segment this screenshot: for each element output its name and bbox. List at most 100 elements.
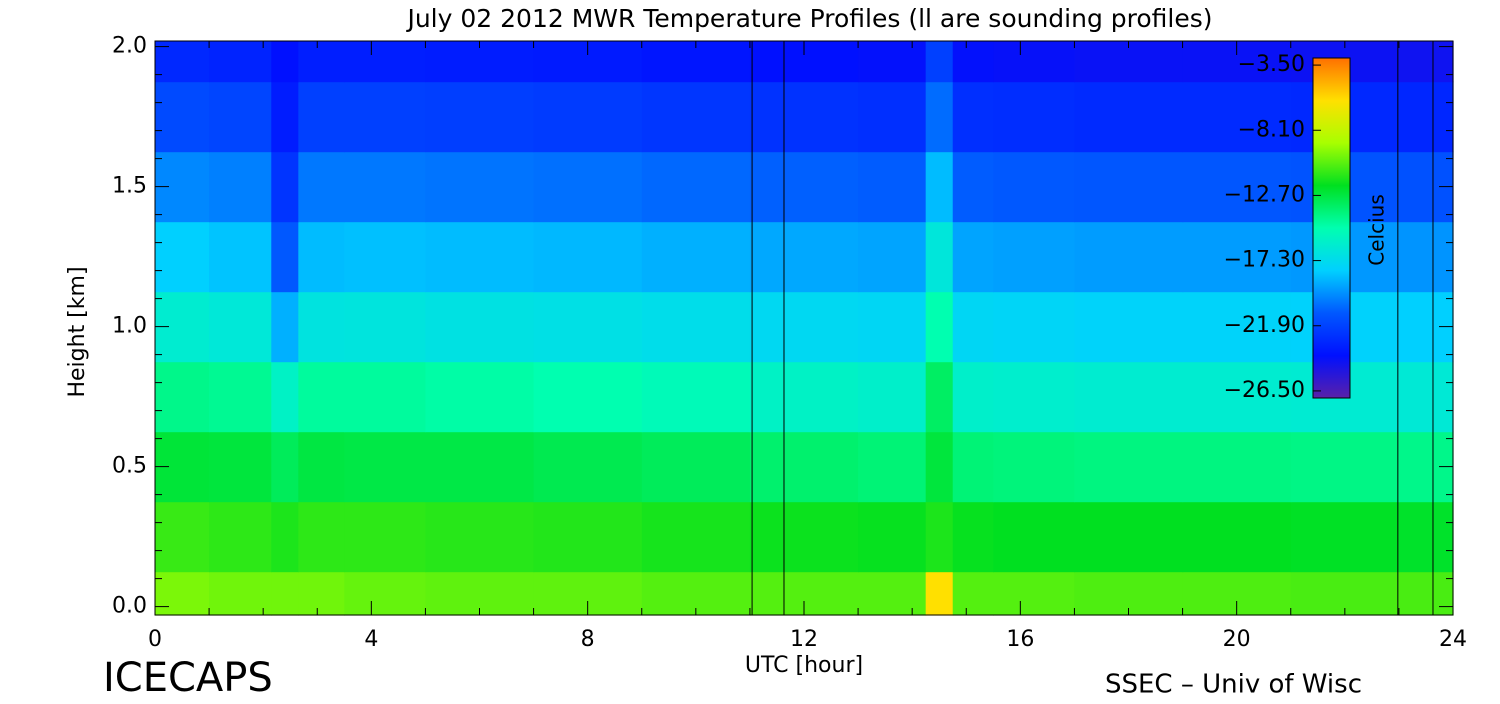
heatmap-cell [993,501,1076,573]
heatmap-cell [425,431,535,503]
heatmap-cell [155,81,210,153]
heatmap-cell [425,151,535,223]
heatmap-cell [298,361,345,433]
heatmap-cell [925,361,954,433]
heatmap-cell [641,151,751,223]
heatmap-cell [298,81,345,153]
heatmap-cell [858,151,927,223]
heatmap-cell [993,221,1076,293]
x-tick-label: 8 [581,627,595,652]
heatmap-cell [925,571,954,616]
heatmap-cell [209,81,272,153]
heatmap-cell [952,81,994,153]
heatmap-cell [925,81,954,153]
heatmap-cell [344,151,427,223]
y-tick-label: 1.0 [112,314,147,339]
heatmap-cell [641,221,751,293]
heatmap-cell [858,571,927,616]
heatmap-cell [271,221,299,293]
heatmap-cell [344,41,427,83]
colorbar-tick-label: −12.70 [1224,182,1305,207]
heatmap-cell [993,151,1076,223]
heatmap-cell [155,221,210,293]
heatmap-cell [1290,501,1400,573]
heatmap-cell [533,431,643,503]
colorbar-tick-label: −21.90 [1224,313,1305,338]
heatmap-cell [952,571,994,616]
x-tick-label: 20 [1223,627,1251,652]
heatmap-cell [271,41,299,83]
chart-title: July 02 2012 MWR Temperature Profiles (l… [405,4,1212,33]
heatmap-cell [271,361,299,433]
heatmap-cell [425,221,535,293]
heatmap-cell [1398,501,1454,573]
y-axis-label: Height [km] [65,266,90,397]
colorbar-label: Celcius [1365,194,1389,265]
heatmap-cell [858,431,927,503]
y-tick-label: 0.0 [112,594,147,619]
heatmap-cell [641,431,751,503]
heatmap-cell [298,501,345,573]
heatmap-cell [952,501,994,573]
heatmap-cell [344,361,427,433]
heatmap-cell [344,501,427,573]
heatmap-cell [952,291,994,363]
heatmap-cell [993,41,1076,83]
heatmap-cell [925,221,954,293]
heatmap-cell [1182,291,1292,363]
heatmap-cell [533,151,643,223]
heatmap-cell [858,291,927,363]
heatmap-cell [155,41,210,83]
heatmap-cell [749,501,859,573]
heatmap-cell [344,431,427,503]
colorbar-tick-label: −17.30 [1224,248,1305,273]
heatmap-cell [993,431,1076,503]
heatmap-cell [858,81,927,153]
heatmap-cell [533,501,643,573]
heatmap-cell [344,571,427,616]
y-tick-label: 0.5 [112,454,147,479]
colorbar [1312,57,1351,399]
heatmap-cell [1074,151,1184,223]
heatmap-cell [344,221,427,293]
heatmap-cell [641,361,751,433]
heatmap-cell [1182,361,1292,433]
heatmap-cell [993,291,1076,363]
heatmap-cell [749,431,859,503]
heatmap-cell [298,41,345,83]
heatmap-cell [1074,431,1184,503]
heatmap-cell [1182,501,1292,573]
heatmap-cell [209,361,272,433]
heatmap-cell [425,81,535,153]
heatmap-cell [298,571,345,616]
heatmap-cell [1398,571,1454,616]
heatmap-cell [1398,41,1454,83]
colorbar-tick-label: −26.50 [1224,378,1305,403]
heatmap-cell [1398,221,1454,293]
heatmap-cell [641,291,751,363]
heatmap-cell [1398,361,1454,433]
heatmap-cell [993,81,1076,153]
heatmap-cell [1398,81,1454,153]
heatmap-cell [925,431,954,503]
heatmap-cell [209,571,272,616]
y-tick-label: 1.5 [112,174,147,199]
heatmap-cell [271,291,299,363]
heatmap-cell [155,571,210,616]
heatmap-cell [209,291,272,363]
heatmap-cell [1290,431,1400,503]
footer-right: SSEC – Univ of Wisc [1105,670,1362,700]
heatmap-cell [298,151,345,223]
heatmap-cell [209,221,272,293]
heatmap-cell [533,81,643,153]
heatmap-cell [858,221,927,293]
heatmap-cell [749,361,859,433]
y-tick-label: 2.0 [112,34,147,59]
heatmap-cell [1074,501,1184,573]
heatmap-cell [749,151,859,223]
heatmap-cell [749,291,859,363]
heatmap-cell [425,291,535,363]
heatmap-cell [344,291,427,363]
heatmap-cell [1074,361,1184,433]
